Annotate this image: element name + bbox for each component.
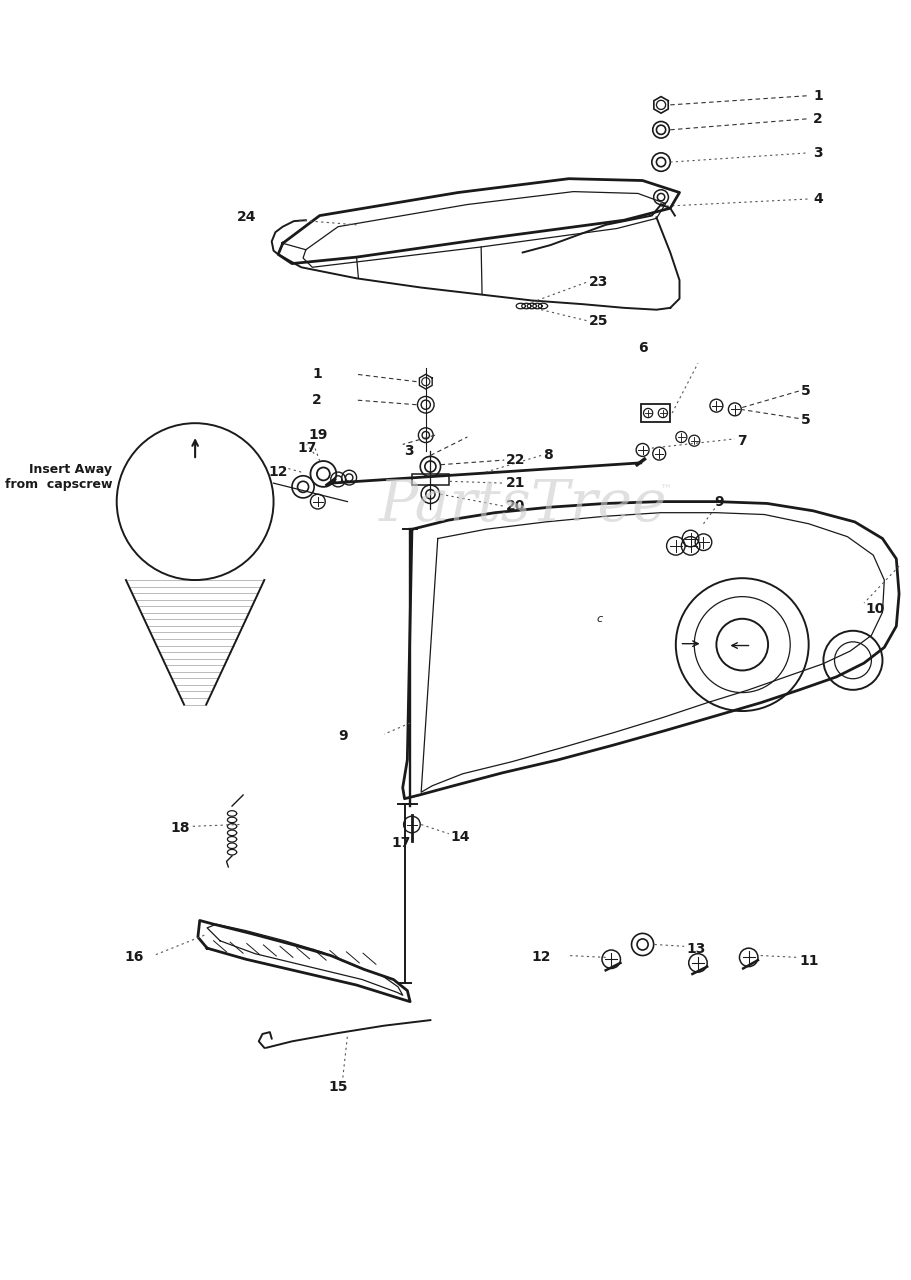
Text: 13: 13 <box>685 942 704 956</box>
Text: 2: 2 <box>813 111 822 125</box>
Bar <box>640 403 670 422</box>
Text: 17: 17 <box>391 836 411 850</box>
Text: 6: 6 <box>638 342 647 356</box>
Text: 17: 17 <box>297 442 316 456</box>
Text: 9: 9 <box>714 494 723 508</box>
Text: 23: 23 <box>589 275 608 289</box>
Text: c: c <box>596 613 602 623</box>
Text: 12: 12 <box>269 465 288 479</box>
Text: 5: 5 <box>801 384 810 398</box>
Bar <box>412 474 448 485</box>
Text: 18: 18 <box>170 822 189 836</box>
Text: 16: 16 <box>124 950 143 964</box>
Text: 20: 20 <box>506 499 525 513</box>
Text: 5: 5 <box>801 413 810 428</box>
Text: 11: 11 <box>799 954 818 968</box>
Circle shape <box>117 424 273 580</box>
Text: 8: 8 <box>542 448 552 462</box>
Text: Insert Away: Insert Away <box>29 463 112 476</box>
Text: 25: 25 <box>589 314 608 328</box>
Text: 7: 7 <box>736 434 745 448</box>
Text: 14: 14 <box>450 831 470 845</box>
Text: 10: 10 <box>865 602 885 616</box>
Text: 22: 22 <box>506 453 525 467</box>
Text: 1: 1 <box>813 88 822 102</box>
Text: 1: 1 <box>312 367 322 381</box>
Text: 12: 12 <box>531 950 551 964</box>
Text: 2: 2 <box>312 393 322 407</box>
Text: 3: 3 <box>404 444 414 458</box>
Text: PartsTree: PartsTree <box>378 477 666 534</box>
Text: ™: ™ <box>659 484 671 497</box>
Text: 19: 19 <box>308 429 328 442</box>
Text: 21: 21 <box>506 476 525 490</box>
Text: 15: 15 <box>329 1080 348 1094</box>
Text: 4: 4 <box>813 192 822 206</box>
Polygon shape <box>169 456 220 515</box>
Text: 24: 24 <box>236 210 256 224</box>
Text: from  capscrew: from capscrew <box>5 479 112 492</box>
Text: 3: 3 <box>813 146 822 160</box>
Text: 9: 9 <box>338 728 347 742</box>
